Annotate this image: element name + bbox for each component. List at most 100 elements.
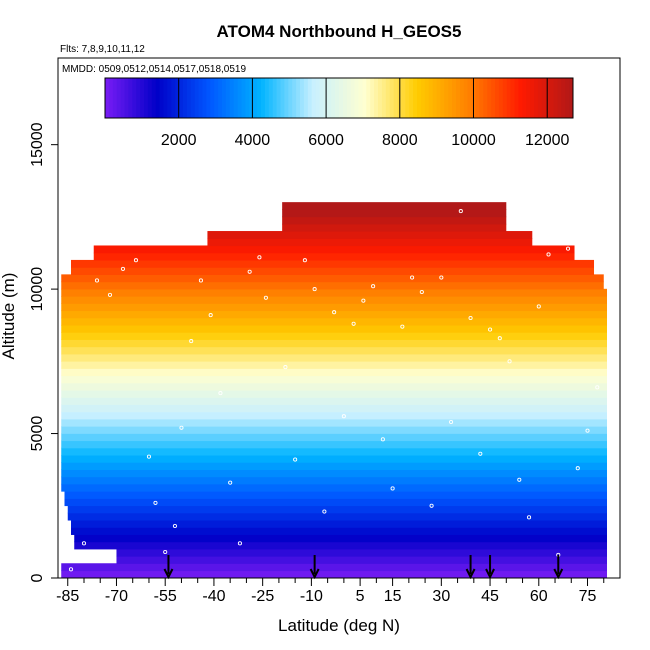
y-axis: 0 5000 10000 15000: [29, 122, 58, 582]
field-band: [61, 404, 608, 413]
x-tick-label: -85: [56, 588, 79, 605]
colorbar-segment: [389, 78, 395, 118]
field-band: [61, 339, 608, 348]
colorbar-segment: [175, 78, 180, 118]
track-point: [81, 541, 87, 546]
colorbar-segment: [498, 78, 504, 118]
x-axis: -85 -70 -55 -40 -25 -10 5 15 30 45 60 75: [56, 578, 605, 605]
colorbar-segment: [401, 78, 406, 118]
x-tick-label: 30: [432, 588, 450, 605]
track-point: [163, 549, 168, 555]
colorbar-segment: [335, 78, 340, 118]
track-point: [507, 359, 512, 364]
field-band: [61, 368, 608, 377]
track-point: [439, 275, 444, 280]
field-band: [61, 332, 608, 340]
colorbar-segment: [272, 78, 278, 118]
field-band: [61, 324, 608, 333]
field-band: [61, 476, 608, 485]
track-point: [419, 289, 424, 295]
colorbar-segment: [179, 78, 184, 118]
field-band: [70, 267, 595, 275]
colorbar-segment: [155, 78, 161, 118]
field-band: [74, 534, 608, 543]
colorbar-segment: [171, 78, 176, 118]
y-tick-label: 15000: [29, 122, 46, 167]
colorbar-segment: [362, 78, 367, 118]
track-point: [468, 315, 473, 321]
colorbar-segment: [214, 78, 219, 118]
colorbar-segment: [116, 78, 122, 118]
colorbar-segment: [514, 78, 519, 118]
colorbar-segment: [206, 78, 211, 118]
track-point: [302, 258, 307, 263]
field-band: [282, 202, 507, 210]
colorbar-segment: [440, 78, 445, 118]
colorbar-segment: [128, 78, 133, 118]
colorbar-segment: [276, 78, 281, 118]
track-point: [458, 209, 463, 214]
colorbar-segment: [565, 78, 570, 118]
field-band: [116, 548, 608, 557]
colorbar-segment: [350, 78, 356, 118]
track-point: [172, 523, 177, 529]
colorbar-segment: [144, 78, 149, 118]
colorbar-segment: [307, 78, 313, 118]
colorbar-segment: [105, 78, 110, 118]
colorbar-segment: [331, 78, 336, 118]
field-band: [61, 389, 608, 398]
colorbar-tick-label: 12000: [525, 132, 570, 149]
track-point: [517, 477, 522, 482]
colorbar-segment: [370, 78, 375, 118]
colorbar-segment: [112, 78, 118, 118]
track-point: [146, 454, 152, 459]
colorbar-segment: [339, 78, 344, 118]
track-point: [390, 486, 395, 491]
y-tick-label: 5000: [29, 416, 46, 452]
track-point: [120, 266, 126, 271]
field-band: [61, 361, 608, 369]
field-band: [207, 238, 533, 247]
field-band: [64, 491, 608, 499]
colorbar-segment: [459, 78, 465, 118]
colorbar-segment: [292, 78, 297, 118]
field-band: [61, 462, 608, 470]
x-tick-label: -25: [251, 588, 274, 605]
field-band: [61, 563, 608, 572]
colorbar-segment: [467, 78, 473, 118]
colorbar-segment: [257, 78, 262, 118]
field-band: [61, 317, 608, 326]
colorbar-segment: [541, 78, 547, 118]
colorbar-segment: [323, 78, 328, 118]
dates-note: MMDD: 0509,0512,0514,0517,0518,0519: [62, 64, 246, 75]
field-band: [61, 440, 608, 449]
field-band: [74, 541, 608, 550]
field-band: [64, 498, 608, 507]
colorbar-segment: [444, 78, 449, 118]
track-point: [536, 304, 541, 309]
colorbar-segment: [124, 78, 129, 118]
track-point: [488, 327, 493, 332]
x-axis-label: Latitude (deg N): [278, 616, 400, 635]
track-point: [107, 292, 113, 297]
track-point: [133, 258, 139, 263]
track-point: [247, 269, 252, 274]
colorbar-segment: [553, 78, 558, 118]
colorbar-segment: [374, 78, 379, 118]
field-band: [93, 245, 575, 254]
colorbar-segment: [424, 78, 430, 118]
field-band: [61, 382, 608, 391]
colorbar-segment: [237, 78, 242, 118]
x-tick-label: -40: [202, 588, 225, 605]
colorbar-segment: [186, 78, 192, 118]
colorbar-segment: [327, 78, 332, 118]
field-band: [282, 223, 507, 232]
colorbar-segment: [549, 78, 554, 118]
x-tick-label: 15: [384, 588, 402, 605]
colorbar-segment: [475, 78, 480, 118]
track-point: [546, 252, 551, 257]
colorbar-segment: [510, 78, 515, 118]
x-tick-label: -10: [300, 588, 323, 605]
colorbar-segment: [249, 78, 254, 118]
colorbar-segment: [233, 78, 239, 118]
